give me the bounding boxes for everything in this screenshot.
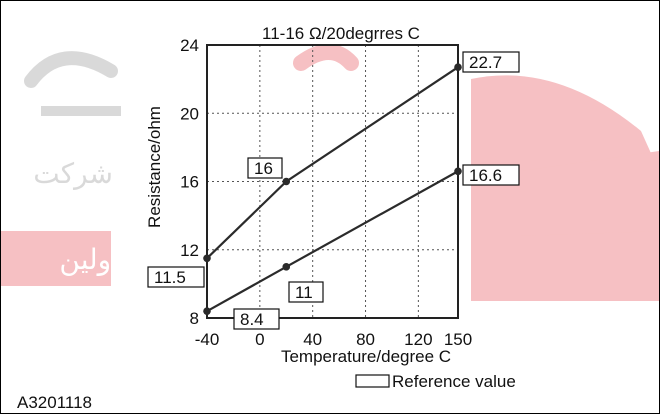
y-tick-label: 8 <box>190 309 199 328</box>
data-label: 22.7 <box>469 53 502 72</box>
grid-lines <box>207 45 458 318</box>
plot-area-border <box>206 44 459 319</box>
data-label-box <box>462 51 520 73</box>
x-tick-label: 0 <box>255 330 264 349</box>
data-label-box <box>462 164 520 186</box>
x-tick-label: 40 <box>303 330 322 349</box>
series-lines <box>203 63 462 315</box>
x-tick-label: 150 <box>444 330 472 349</box>
data-point <box>454 63 462 71</box>
data-point <box>282 263 291 271</box>
data-label: 11.5 <box>154 268 186 287</box>
data-point <box>454 167 462 176</box>
legend-swatch <box>355 374 390 388</box>
y-tick-label: 24 <box>180 36 199 55</box>
y-axis-ticks: 8 12 16 20 24 <box>180 36 199 328</box>
y-tick-label: 20 <box>180 104 199 123</box>
y-tick-label: 12 <box>180 241 199 260</box>
series-line-2 <box>206 170 459 313</box>
data-point <box>203 254 211 263</box>
legend-label: Reference value <box>392 372 516 391</box>
data-point <box>282 177 291 186</box>
x-tick-label: -40 <box>195 330 220 349</box>
data-label: 16 <box>254 159 273 178</box>
data-point <box>203 307 211 315</box>
data-label-box <box>247 157 283 179</box>
x-tick-label: 120 <box>404 330 432 349</box>
data-labels: 22.7 16 11.5 16.6 11 8.4 <box>147 51 520 330</box>
y-tick-label: 16 <box>180 173 199 192</box>
chart-title: 11-16 Ω/20degrres C <box>262 24 420 43</box>
data-label: 8.4 <box>240 310 264 329</box>
data-label: 11 <box>295 283 313 302</box>
data-label-box <box>147 266 205 288</box>
x-tick-label: 80 <box>356 330 375 349</box>
data-label-box <box>288 281 324 303</box>
x-axis-ticks: -40 0 40 80 120 150 <box>195 330 472 349</box>
svg-text:اولین: اولین <box>59 243 119 276</box>
series-line-1 <box>206 66 459 260</box>
x-axis-label: Temperature/degree C <box>281 347 451 366</box>
y-axis-label: Resistance/ohm <box>145 106 164 228</box>
svg-text:شرکت: شرکت <box>33 157 113 190</box>
data-label: 16.6 <box>469 166 502 185</box>
figure-id: A3201118 <box>17 393 92 412</box>
data-label-box <box>233 308 280 330</box>
legend: Reference value <box>355 372 516 391</box>
